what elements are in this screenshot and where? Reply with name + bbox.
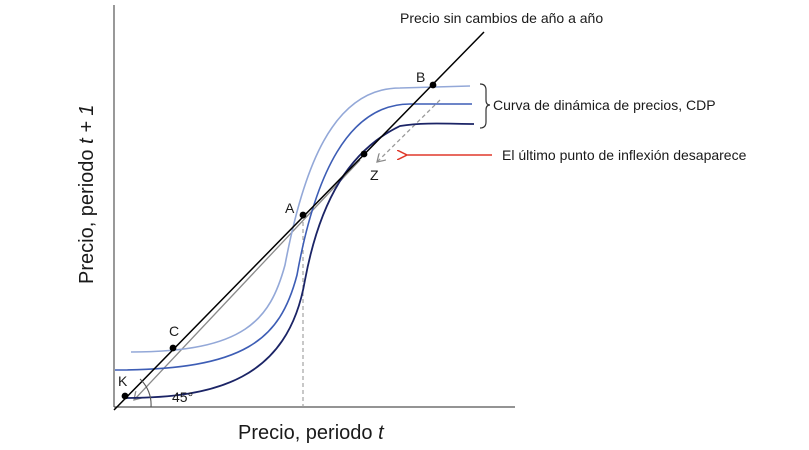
- point-b: [429, 81, 437, 89]
- cdp-bracket-label: Curva de dinámica de precios, CDP: [493, 97, 716, 113]
- y-axis-title-prefix: Precio, periodo: [76, 144, 98, 284]
- cdp-curve-mid: [114, 103, 472, 371]
- point-k-label: K: [118, 373, 128, 389]
- point-a-label: A: [285, 200, 295, 216]
- angle-45-label: 45°: [172, 389, 193, 405]
- cdp-bracket: [479, 83, 491, 129]
- gray-dashed-arrow: [377, 99, 441, 162]
- x-axis-title-prefix: Precio, periodo: [238, 422, 378, 444]
- point-c: [169, 344, 177, 352]
- no-change-line-label: Precio sin cambios de año a año: [400, 10, 603, 26]
- angle-45-arc: [139, 378, 152, 408]
- point-a: [299, 211, 307, 219]
- cdp-curve-dark: [123, 122, 475, 399]
- point-k: [121, 392, 129, 400]
- gray-arrow-to-k: [134, 159, 361, 400]
- y-axis-title: Precio, periodo t + 1: [76, 104, 98, 284]
- x-axis-title: Precio, periodo t: [238, 422, 385, 444]
- point-z-label: Z: [370, 167, 379, 183]
- point-c-label: C: [169, 323, 179, 339]
- point-z: [360, 150, 368, 158]
- no-change-45-line: [113, 31, 485, 411]
- y-axis-title-var: t + 1: [76, 104, 98, 143]
- cdp-curve-light: [130, 85, 471, 353]
- point-b-label: B: [416, 69, 425, 85]
- x-axis-title-var: t: [378, 422, 385, 444]
- inflection-note-label: El último punto de inflexión desaparece: [502, 147, 747, 163]
